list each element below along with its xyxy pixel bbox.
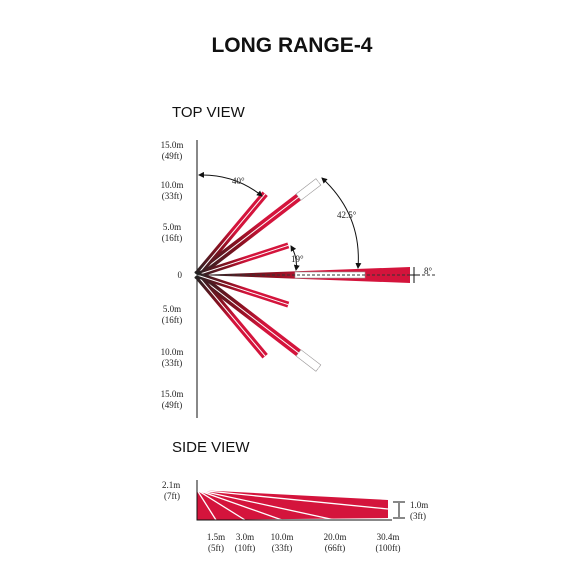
side-axis (196, 480, 392, 521)
y-label: (49ft) (162, 400, 183, 410)
y-label: (33ft) (162, 191, 183, 201)
distance-label: (100ft) (376, 543, 401, 553)
height-label: (7ft) (164, 491, 180, 501)
distance-label: (10ft) (235, 543, 256, 553)
distance-label: 10.0m (271, 532, 294, 542)
top-view-title: TOP VIEW (172, 104, 246, 121)
height-bracket (393, 501, 405, 519)
end-height-label: 1.0m (410, 500, 428, 510)
y-label: 0 (178, 270, 183, 280)
angle-arc (321, 177, 362, 269)
end-height-label: (3ft) (410, 511, 426, 521)
y-label: (49ft) (162, 151, 183, 161)
angle-label: 40° (232, 176, 245, 186)
y-label: 10.0m (161, 180, 184, 190)
angle-label: 42.5° (337, 210, 357, 220)
angle-arc (198, 171, 263, 197)
angle-label: 19° (291, 254, 304, 264)
side-view-title: SIDE VIEW (172, 439, 250, 456)
y-label: 5.0m (163, 222, 181, 232)
y-label: 15.0m (161, 140, 184, 150)
angle-bracket (410, 267, 420, 283)
height-label: 2.1m (162, 480, 180, 490)
angle-label: 8° (424, 266, 433, 276)
distance-label: (33ft) (272, 543, 293, 553)
angle-arc (290, 245, 300, 271)
title: LONG RANGE-4 (211, 34, 372, 57)
distance-labels: 1.5m(5ft) 3.0m(10ft) 10.0m(33ft) 20.0m(66ft… (207, 532, 401, 553)
y-label: (16ft) (162, 233, 183, 243)
y-label: (16ft) (162, 315, 183, 325)
y-label: (33ft) (162, 358, 183, 368)
distance-label: 1.5m (207, 532, 225, 542)
y-label: 10.0m (161, 347, 184, 357)
top-labels: 15.0m(49ft)10.0m(33ft)5.0m(16ft)05.0m(16… (161, 140, 184, 410)
y-label: 15.0m (161, 389, 184, 399)
distance-label: 20.0m (324, 532, 347, 542)
beams (194, 178, 437, 372)
distance-label: 30.4m (377, 532, 400, 542)
side-rays (196, 489, 389, 521)
y-label: 5.0m (163, 304, 181, 314)
distance-label: (5ft) (208, 543, 224, 553)
distance-label: 3.0m (236, 532, 254, 542)
side-beam (197, 490, 388, 520)
distance-label: (66ft) (325, 543, 346, 553)
